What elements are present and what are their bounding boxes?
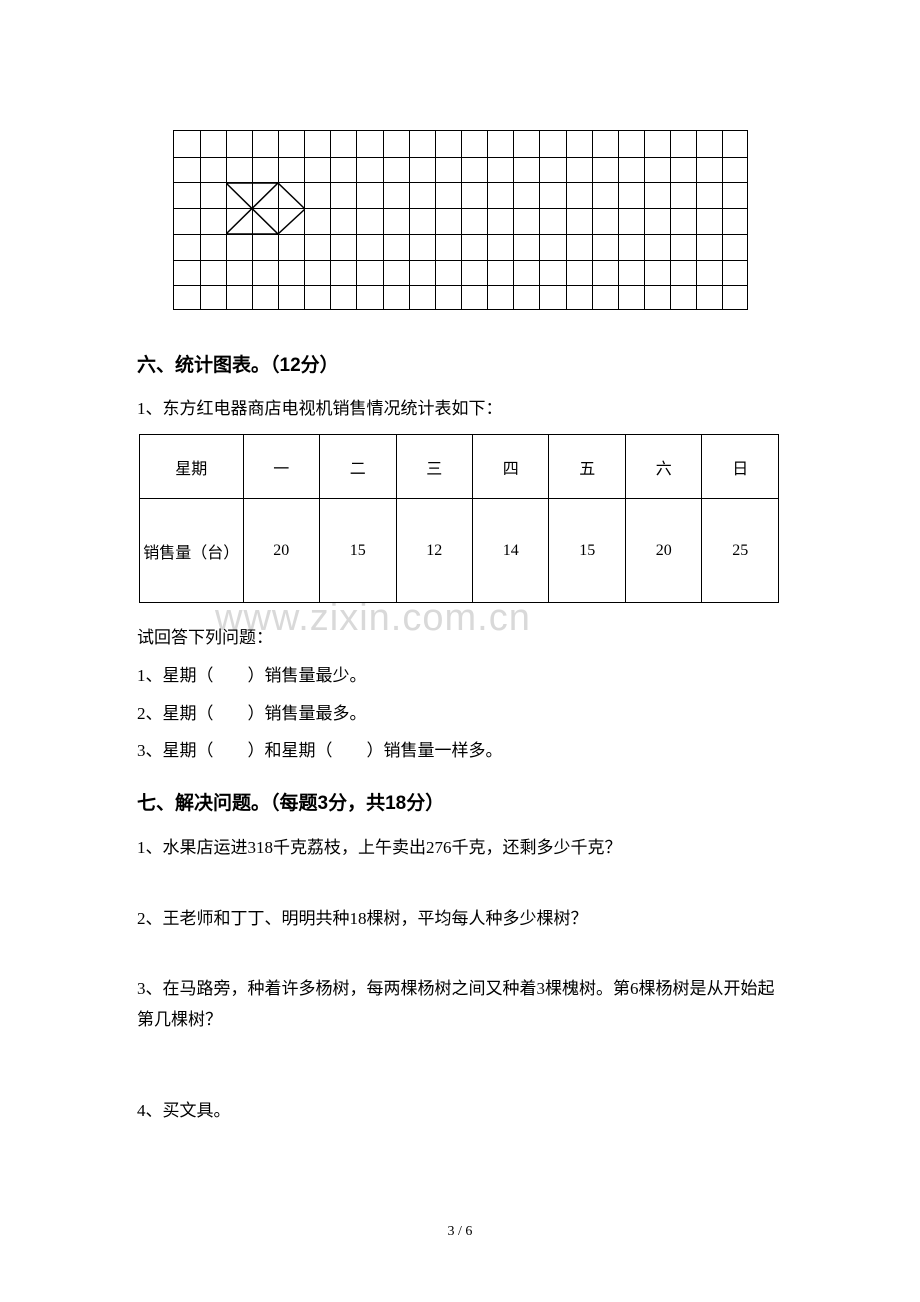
table-data-row: 销售量（台） 20 15 12 14 15 20 25 (140, 499, 779, 603)
table-col-day: 日 (702, 435, 779, 499)
table-cell: 20 (243, 499, 319, 603)
page-content: 六、统计图表。（12分） 1、东方红电器商店电视机销售情况统计表如下： 星期 一… (137, 130, 783, 1126)
grid-line-v (618, 131, 619, 309)
problem-item: 3、在马路旁，种着许多杨树，每两棵杨树之间又种着3棵槐树。第6棵杨树是从开始起第… (137, 974, 783, 1035)
grid-line-v (278, 131, 279, 309)
table-col-day: 五 (549, 435, 625, 499)
grid-line-h (174, 234, 747, 235)
section-6-heading: 六、统计图表。（12分） (137, 350, 783, 377)
grid-line-h (174, 285, 747, 286)
problem-item: 4、买文具。 (137, 1096, 783, 1127)
grid-line-v (226, 131, 227, 309)
grid-line-v (435, 131, 436, 309)
grid-line-v (200, 131, 201, 309)
grid-line-v (670, 131, 671, 309)
table-header-label: 星期 (140, 435, 244, 499)
table-col-day: 四 (472, 435, 548, 499)
problem-item: 2、王老师和丁丁、明明共种18棵树，平均每人种多少棵树？ (137, 904, 783, 935)
table-row-label: 销售量（台） (140, 499, 244, 603)
drawing-grid (173, 130, 748, 310)
grid-line-v (409, 131, 410, 309)
table-cell: 15 (320, 499, 396, 603)
page-number: 3 / 6 (0, 1224, 920, 1240)
table-col-day: 六 (625, 435, 701, 499)
grid-line-v (461, 131, 462, 309)
question-item: 3、星期（ ）和星期（ ）销售量一样多。 (137, 736, 783, 766)
table-header-row: 星期 一 二 三 四 五 六 日 (140, 435, 779, 499)
table-col-day: 三 (396, 435, 472, 499)
table-cell: 14 (472, 499, 548, 603)
grid-line-v (487, 131, 488, 309)
grid-line-h (174, 157, 747, 158)
table-col-day: 二 (320, 435, 396, 499)
grid-line-v (566, 131, 567, 309)
table-cell: 12 (396, 499, 472, 603)
questions-intro: 试回答下列问题： (137, 623, 783, 653)
table-cell: 25 (702, 499, 779, 603)
grid-line-v (644, 131, 645, 309)
section-6-intro: 1、东方红电器商店电视机销售情况统计表如下： (137, 395, 783, 422)
grid-line-h (174, 260, 747, 261)
grid-line-v (356, 131, 357, 309)
table-col-day: 一 (243, 435, 319, 499)
problem-item: 1、水果店运进318千克荔枝，上午卖出276千克，还剩多少千克？ (137, 833, 783, 864)
table-cell: 20 (625, 499, 701, 603)
grid-line-v (539, 131, 540, 309)
grid-line-v (304, 131, 305, 309)
section-6: 六、统计图表。（12分） 1、东方红电器商店电视机销售情况统计表如下： 星期 一… (137, 350, 783, 766)
grid-line-v (696, 131, 697, 309)
grid-line-h (174, 182, 747, 183)
section-7-heading: 七、解决问题。（每题3分，共18分） (137, 788, 783, 815)
grid-line-v (252, 131, 253, 309)
grid-line-v (383, 131, 384, 309)
sales-table: 星期 一 二 三 四 五 六 日 销售量（台） 20 15 12 14 15 2… (139, 434, 779, 603)
section-6-questions: 试回答下列问题： 1、星期（ ）销售量最少。 2、星期（ ）销售量最多。 3、星… (137, 623, 783, 766)
table-cell: 15 (549, 499, 625, 603)
grid-line-v (592, 131, 593, 309)
grid-line-v (330, 131, 331, 309)
question-item: 1、星期（ ）销售量最少。 (137, 661, 783, 691)
question-item: 2、星期（ ）销售量最多。 (137, 699, 783, 729)
grid-line-v (722, 131, 723, 309)
grid-line-h (174, 208, 747, 209)
grid-line-v (513, 131, 514, 309)
section-7: 七、解决问题。（每题3分，共18分） 1、水果店运进318千克荔枝，上午卖出27… (137, 788, 783, 1126)
